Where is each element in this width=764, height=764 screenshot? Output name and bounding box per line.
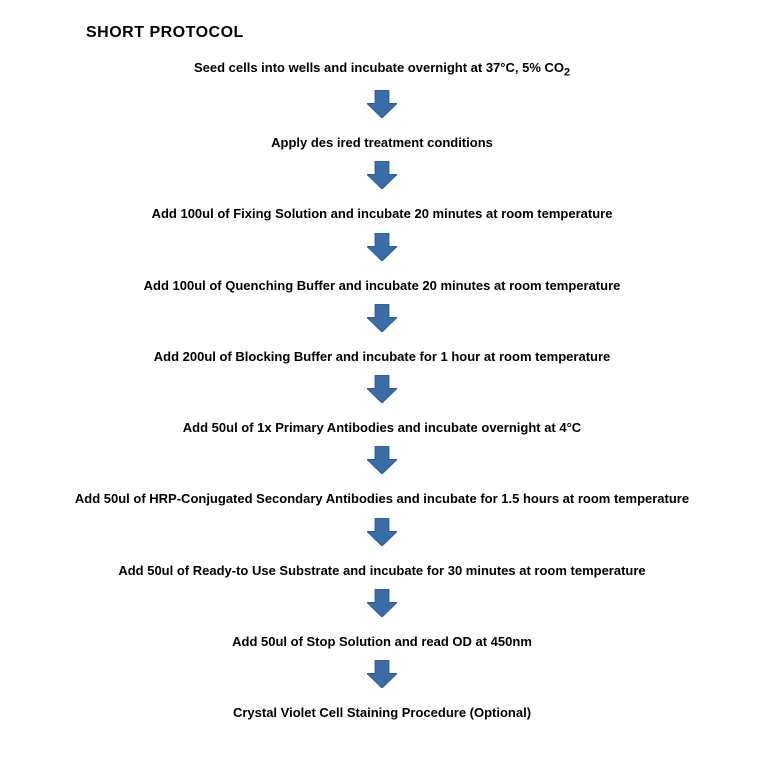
arrow-down-icon: [367, 518, 397, 551]
protocol-step: Crystal Violet Cell Staining Procedure (…: [233, 705, 531, 721]
protocol-step: Add 50ul of Ready-to Use Substrate and i…: [118, 563, 645, 579]
arrow-down-icon: [367, 304, 397, 337]
protocol-step: Add 200ul of Blocking Buffer and incubat…: [154, 349, 611, 365]
arrow-down-icon: [367, 375, 397, 408]
page: SHORT PROTOCOL Seed cells into wells and…: [0, 0, 764, 721]
arrow-down-icon: [367, 233, 397, 266]
protocol-flowchart: Seed cells into wells and incubate overn…: [0, 60, 764, 721]
page-title: SHORT PROTOCOL: [0, 24, 764, 60]
protocol-step: Apply des ired treatment conditions: [271, 135, 493, 151]
protocol-step: Seed cells into wells and incubate overn…: [194, 60, 570, 80]
protocol-step: Add 50ul of HRP-Conjugated Secondary Ant…: [75, 491, 689, 507]
protocol-step: Add 100ul of Quenching Buffer and incuba…: [144, 278, 621, 294]
arrow-down-icon: [367, 589, 397, 622]
arrow-down-icon: [367, 660, 397, 693]
arrow-down-icon: [367, 446, 397, 479]
protocol-step: Add 100ul of Fixing Solution and incubat…: [152, 206, 613, 222]
protocol-step: Add 50ul of 1x Primary Antibodies and in…: [183, 420, 581, 436]
arrow-down-icon: [367, 161, 397, 194]
protocol-step: Add 50ul of Stop Solution and read OD at…: [232, 634, 532, 650]
arrow-down-icon: [367, 90, 397, 123]
